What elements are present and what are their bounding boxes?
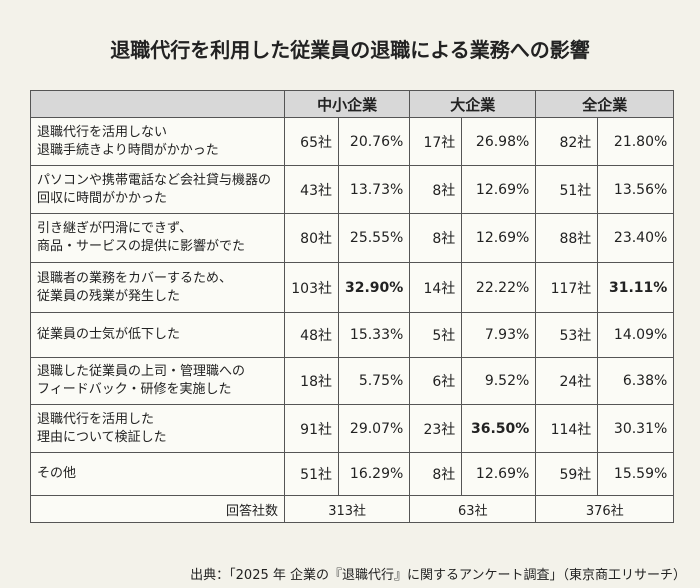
header-row: 中小企業 大企業 全企業 bbox=[30, 90, 675, 118]
label-line: 従業員の士気が低下した bbox=[37, 327, 181, 342]
cell: 25.55% bbox=[337, 213, 411, 263]
label-line: 退職代行を活用しない bbox=[37, 124, 168, 140]
cell: 9.52% bbox=[461, 357, 537, 405]
cell: 12.69% bbox=[461, 165, 537, 214]
row-label: パソコンや携帯電話など会社貸与機器の 回収に時間がかかった bbox=[30, 165, 285, 214]
cell: 51社 bbox=[284, 452, 339, 496]
cell: 20.76% bbox=[337, 117, 411, 166]
label-line: 退職者の業務をカバーするため、 bbox=[37, 270, 233, 286]
label-line: 商品・サービスの提供に影響がでた bbox=[37, 239, 246, 254]
cell: 5.75% bbox=[337, 357, 411, 405]
row: 退職者の業務をカバーするため、 従業員の残業が発生した 103社 32.90% 14社 2… bbox=[30, 262, 675, 313]
label-line: 退職した従業員の上司・管理職への bbox=[37, 364, 246, 379]
cell: 24社 bbox=[535, 357, 599, 405]
cell: 6.38% bbox=[597, 357, 675, 405]
row-label: 退職者の業務をカバーするため、 従業員の残業が発生した bbox=[30, 262, 285, 313]
row: 引き継ぎが円滑にできず、 商品・サービスの提供に影響がでた 80社 25.55% 8社 1… bbox=[30, 213, 675, 263]
cell: 13.73% bbox=[337, 165, 411, 214]
cell: 14社 bbox=[409, 262, 463, 313]
cell: 13.56% bbox=[597, 165, 675, 214]
row: その他 51社 16.29% 8社 12.69% 59社 15.59% bbox=[30, 452, 675, 496]
cell: 14.09% bbox=[597, 312, 675, 358]
cell: 80社 bbox=[284, 213, 339, 263]
row-label: その他 bbox=[30, 452, 285, 496]
cell: 8社 bbox=[409, 165, 463, 214]
cell: 22.22% bbox=[461, 262, 537, 313]
label-line: 理由について検証した bbox=[37, 429, 167, 445]
cell: 12.69% bbox=[461, 213, 537, 263]
cell: 15.33% bbox=[337, 312, 411, 358]
cell: 7.93% bbox=[461, 312, 537, 358]
cell: 5社 bbox=[409, 312, 463, 358]
row-label: 退職代行を活用しない退職手続きより時間がかかった bbox=[30, 117, 285, 166]
cell: 117社 bbox=[535, 262, 599, 313]
row-label: 退職代行を活用した 理由について検証した bbox=[30, 404, 285, 453]
cell: 12.69% bbox=[461, 452, 537, 496]
cell: 6社 bbox=[409, 357, 463, 405]
label-line: 退職手続きより時間がかかった bbox=[37, 142, 219, 158]
cell: 32.90% bbox=[337, 262, 411, 313]
cell: 31.11% bbox=[597, 262, 675, 313]
cell: 43社 bbox=[284, 165, 339, 214]
cell: 29.07% bbox=[337, 404, 411, 453]
cell: 17社 bbox=[409, 117, 463, 166]
cell: 51社 bbox=[535, 165, 599, 214]
summary-row: 回答社数 313社 63社 376社 bbox=[30, 495, 675, 523]
row: 退職代行を活用した 理由について検証した 91社 29.07% 23社 36.50% 114… bbox=[30, 404, 675, 453]
summary-cell: 313社 bbox=[283, 495, 411, 523]
cell: 15.59% bbox=[597, 452, 675, 496]
row: 退職した従業員の上司・管理職への フィードバック・研修を実施した 18社 5.75% 6… bbox=[30, 357, 675, 405]
cell: 59社 bbox=[535, 452, 599, 496]
header-corner bbox=[30, 90, 285, 118]
cell: 91社 bbox=[284, 404, 339, 453]
cell: 82社 bbox=[535, 117, 599, 166]
summary-cell: 376社 bbox=[535, 495, 675, 523]
source: 出典：「2025 年 企業の『退職代行』に関するアンケート調査」（東京商工リサー… bbox=[190, 568, 686, 583]
label-line: 引き継ぎが円滑にできず、 bbox=[37, 221, 193, 236]
cell: 114社 bbox=[535, 404, 599, 453]
cell: 18社 bbox=[284, 357, 339, 405]
label-line: 従業員の残業が発生した bbox=[37, 288, 181, 304]
cell: 30.31% bbox=[597, 404, 675, 453]
summary-cell: 63社 bbox=[409, 495, 537, 523]
label-line: 退職代行を活用した bbox=[37, 411, 155, 427]
cell: 53社 bbox=[535, 312, 599, 358]
cell: 21.80% bbox=[597, 117, 675, 166]
table: 中小企業 大企業 全企業 退職代行を活用しない 退職手続きより時間がかかった 65社 20.… bbox=[30, 90, 675, 523]
cell: 23社 bbox=[409, 404, 463, 453]
row: パソコンや携帯電話など会社貸与機器の 回収に時間がかかった 43社 13.73% 8社 1… bbox=[30, 165, 675, 214]
header-cell: 大企業 bbox=[409, 90, 537, 118]
summary-label: 回答社数 bbox=[30, 495, 285, 523]
cell: 88社 bbox=[535, 213, 599, 263]
label-line: その他 bbox=[37, 466, 77, 481]
cell: 103社 bbox=[284, 262, 339, 313]
cell: 8社 bbox=[409, 213, 463, 263]
row-label: 退職した従業員の上司・管理職への フィードバック・研修を実施した bbox=[30, 357, 285, 405]
label-line: パソコンや携帯電話など会社貸与機器の bbox=[37, 172, 272, 188]
cell: 65社 bbox=[284, 117, 339, 166]
cell: 8社 bbox=[409, 452, 463, 496]
row: 従業員の士気が低下した 48社 15.33% 5社 7.93% 53社 14.09% bbox=[30, 312, 675, 358]
header-cell: 中小企業 bbox=[283, 90, 411, 118]
cell: 16.29% bbox=[337, 452, 411, 496]
cell: 36.50% bbox=[461, 404, 537, 453]
header-cell: 全企業 bbox=[535, 90, 675, 118]
cell: 26.98% bbox=[461, 117, 537, 166]
row: 退職代行を活用しない 退職手続きより時間がかかった 65社 20.76% 17社 26.9… bbox=[30, 117, 675, 166]
row-label: 従業員の士気が低下した bbox=[30, 312, 285, 358]
cell: 23.40% bbox=[597, 213, 675, 263]
title: 退職代行を利用した従業員の退職による業務への影響 bbox=[110, 38, 590, 62]
label-line: 回収に時間がかかった bbox=[37, 190, 168, 206]
row-label: 引き継ぎが円滑にできず、商品・サービスの提供に影響がでた bbox=[30, 213, 285, 263]
cell: 48社 bbox=[284, 312, 339, 358]
label-line: フィードバック・研修を実施した bbox=[37, 382, 232, 397]
